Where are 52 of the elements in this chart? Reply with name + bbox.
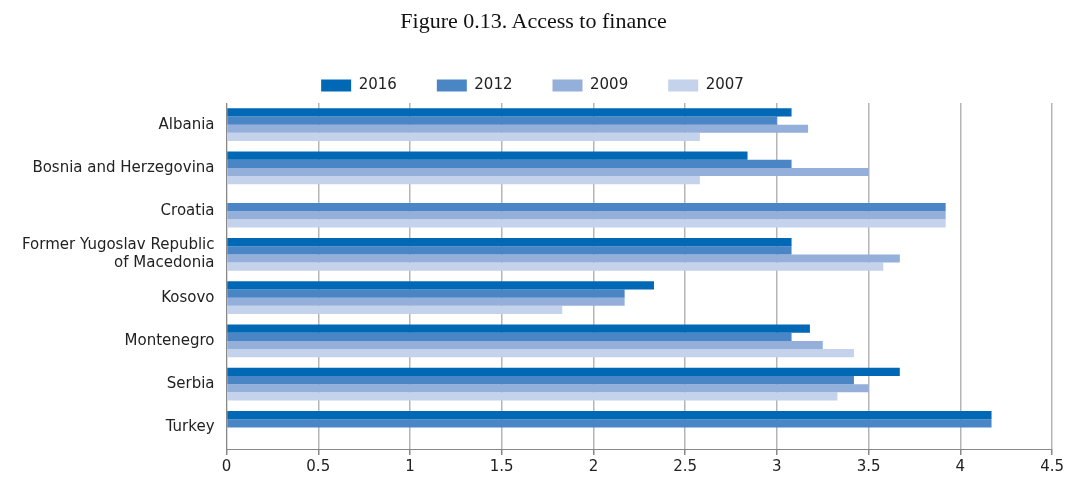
bar (227, 254, 900, 263)
bar (227, 151, 748, 160)
x-tick-label: 0.5 (306, 456, 331, 475)
bar (227, 219, 946, 228)
bar (227, 108, 792, 117)
bar (227, 332, 792, 341)
x-tick-label: 0 (221, 456, 232, 475)
x-tick-label: 4 (955, 456, 966, 475)
y-tick-label: Montenegro (124, 330, 215, 349)
y-tick-label: Albania (158, 114, 215, 133)
bar (227, 281, 654, 290)
bar (227, 246, 792, 255)
bar (227, 289, 625, 298)
bar (227, 419, 992, 428)
bar (227, 305, 563, 315)
bar (227, 167, 869, 177)
x-tick-label: 3.5 (856, 456, 881, 475)
x-tick-label: 2 (588, 456, 599, 475)
bar (227, 349, 854, 358)
bar (227, 340, 823, 350)
y-tick-label: Former Yugoslav Republic of Macedonia (21, 235, 215, 272)
bar (227, 237, 792, 247)
y-tick-label: Turkey (164, 417, 215, 436)
legend-label: 2007 (705, 75, 744, 94)
legend-label: 2009 (590, 75, 629, 94)
chart-title: Figure 0.13. Access to finance (399, 7, 668, 35)
x-tick-label: 4.5 (1040, 456, 1064, 475)
bar (227, 375, 854, 385)
bar (227, 262, 884, 271)
bar (227, 392, 838, 401)
legend-label: 2016 (358, 75, 397, 94)
bar (227, 367, 900, 376)
bar (227, 384, 869, 393)
bar (227, 159, 792, 168)
bar (227, 297, 625, 306)
bar (227, 324, 810, 333)
y-tick-label: Croatia (160, 201, 215, 220)
y-tick-label: Bosnia and Herzegovina (32, 157, 215, 176)
x-tick-label: 1 (405, 456, 415, 475)
bar (227, 176, 700, 185)
x-tick-label: 2.5 (673, 456, 698, 475)
y-tick-label: Serbia (166, 374, 215, 393)
y-tick-label: Kosovo (161, 287, 215, 306)
bar (227, 116, 777, 125)
bar (227, 124, 809, 133)
bar (227, 132, 700, 142)
x-tick-label: 1.5 (489, 456, 514, 475)
x-tick-label: 3 (772, 456, 782, 475)
bar (227, 202, 946, 212)
legend-label: 2012 (474, 75, 513, 94)
bar (227, 211, 946, 220)
bar (227, 410, 992, 420)
